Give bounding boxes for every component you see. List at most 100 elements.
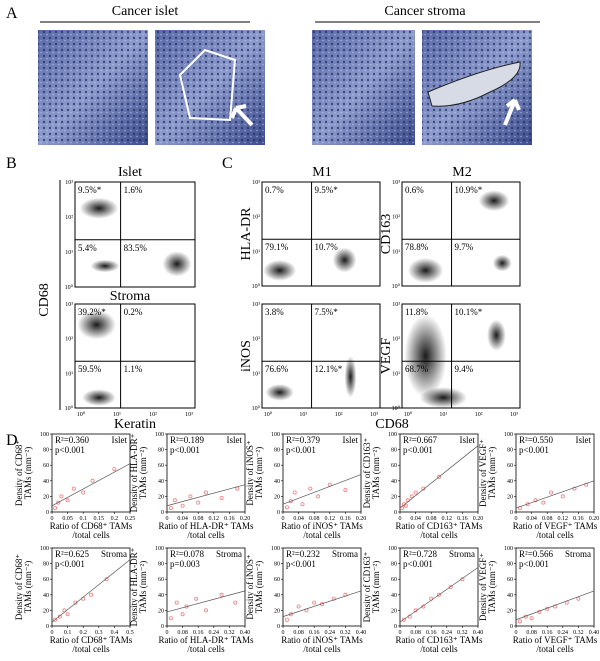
plot-frame <box>166 547 246 627</box>
label: 40 <box>391 593 397 599</box>
data-point <box>89 592 94 597</box>
label: 0 <box>277 624 280 630</box>
label: 0 <box>46 624 49 630</box>
data-point <box>194 596 199 601</box>
fit-line <box>399 445 479 509</box>
label: 0 <box>399 630 402 636</box>
data-point <box>104 577 109 582</box>
data-point <box>90 478 95 483</box>
label: 0.16 <box>309 630 320 636</box>
label: 10² <box>392 337 400 343</box>
data-point <box>343 488 348 493</box>
label: 0 <box>282 516 285 522</box>
label: 0.08 <box>542 516 553 522</box>
label: 0.20 <box>356 516 367 522</box>
label: 0.08 <box>309 516 320 522</box>
data-point <box>331 596 336 601</box>
label: 0.12 <box>209 516 220 522</box>
data-point <box>81 490 86 495</box>
label: Stroma <box>449 549 475 559</box>
label: 10³ <box>370 412 378 418</box>
data-point <box>553 604 558 609</box>
label: 10⁰ <box>77 411 86 418</box>
label: p<0.001 <box>403 559 433 569</box>
label: M1 <box>312 165 331 180</box>
data-point <box>188 494 193 499</box>
label: M2 <box>452 165 471 180</box>
label: 10⁰ <box>252 405 261 412</box>
label: 0.1 <box>64 630 72 636</box>
label: Density of VEGF⁺ <box>478 553 488 621</box>
label: 76.6% <box>265 364 289 374</box>
label: 0 <box>515 630 518 636</box>
label: 0.2 <box>79 630 87 636</box>
data-point <box>436 474 441 479</box>
label: C <box>222 155 233 172</box>
data-point <box>284 505 289 510</box>
data-point <box>409 494 414 499</box>
label: 0.20 <box>240 516 251 522</box>
label: 0.40 <box>589 630 600 636</box>
label: 10² <box>149 412 157 418</box>
data-point <box>517 619 522 624</box>
label: R²=0.360 <box>55 435 90 445</box>
data-point <box>73 600 78 605</box>
label: B <box>6 155 17 172</box>
data-point <box>219 592 224 597</box>
label: 10² <box>335 412 343 418</box>
label: 0.08 <box>193 516 204 522</box>
plot-frame <box>166 433 246 513</box>
label: 78.8% <box>405 242 429 252</box>
label: p<0.001 <box>403 445 433 455</box>
data-point <box>533 498 538 503</box>
label: 0.16 <box>224 516 235 522</box>
data-point <box>65 498 70 503</box>
label: 0.5 <box>126 630 134 636</box>
label: VEGF <box>379 338 394 375</box>
label: Islet <box>460 435 476 445</box>
flow-cluster <box>407 257 444 283</box>
label: 80 <box>274 562 280 568</box>
data-point <box>300 502 305 507</box>
fit-line <box>51 559 131 623</box>
plot-frame <box>399 547 479 627</box>
label: 0 <box>161 624 164 630</box>
micrographs <box>38 30 532 145</box>
label: 10¹ <box>252 249 260 255</box>
fit-line <box>282 474 362 505</box>
fit-line <box>166 590 246 613</box>
label: Density of CD68⁺ <box>14 554 24 620</box>
label: 60 <box>274 577 280 583</box>
data-point <box>413 490 418 495</box>
label: 10⁰ <box>392 283 401 290</box>
label: R²=0.232 <box>286 549 320 559</box>
label: 10³ <box>510 412 518 418</box>
label: A <box>6 5 18 22</box>
plot-frame <box>51 547 131 627</box>
label: 20 <box>274 608 280 614</box>
data-point <box>112 467 117 472</box>
label: iNOS <box>239 340 254 372</box>
label: p<0.001 <box>55 559 85 569</box>
flow-cluster <box>90 259 120 273</box>
flow-cluster <box>404 314 447 398</box>
label: 9.5%* <box>315 185 339 195</box>
label: TAMs (mm⁻²) <box>254 561 264 613</box>
label: Ratio of iNOS⁺ TAMs <box>281 635 363 645</box>
label: Islet <box>576 435 592 445</box>
label: 0.24 <box>558 630 569 636</box>
data-point <box>233 600 238 605</box>
data-point <box>56 500 61 505</box>
label: 80 <box>43 562 49 568</box>
label: /total cells <box>420 644 458 654</box>
label: 10¹ <box>113 412 121 418</box>
label: /total cells <box>303 644 341 654</box>
data-point <box>57 614 62 619</box>
label: /total cells <box>187 530 225 540</box>
label: 100 <box>504 432 513 438</box>
label: /total cells <box>536 530 574 540</box>
label: 59.5% <box>78 364 102 374</box>
label: R²=0.566 <box>519 549 554 559</box>
data-point <box>541 500 546 505</box>
label: 0.24 <box>209 630 220 636</box>
